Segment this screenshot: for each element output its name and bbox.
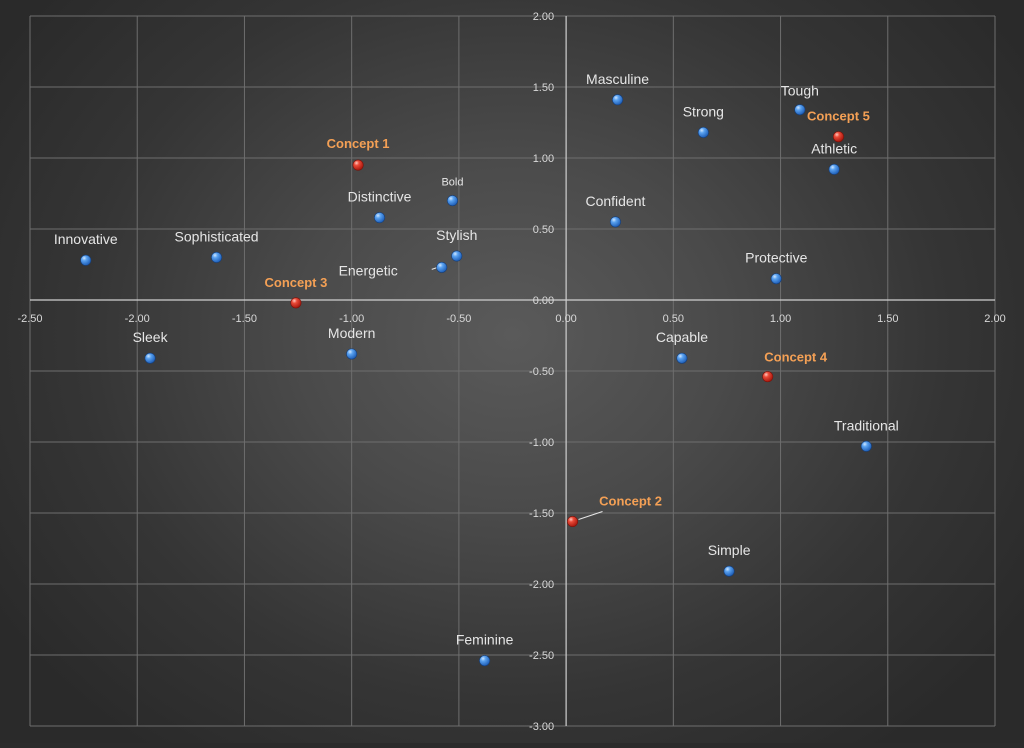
attribute-label-strong: Strong [683,103,724,119]
attribute-label-masculine: Masculine [586,71,649,87]
attribute-point-innovative [80,254,92,266]
concept-label-concept-1: Concept 1 [327,136,390,151]
concept-point-concept-4 [762,371,774,383]
y-tick-label: 2.00 [533,11,554,23]
attribute-point-feminine [479,655,491,667]
concept-point-concept-2 [567,516,579,528]
y-tick-label: -1.00 [529,437,554,449]
attribute-point-masculine [612,94,624,106]
x-tick-label: -1.50 [232,313,257,325]
x-tick-label: -2.50 [17,313,42,325]
x-tick-label: -1.00 [339,313,364,325]
y-tick-label: 1.50 [533,82,554,94]
attribute-label-feminine: Feminine [456,632,514,648]
x-tick-label: 1.50 [877,313,898,325]
attribute-label-distinctive: Distinctive [348,189,412,205]
attribute-label-traditional: Traditional [834,417,899,433]
attribute-point-tough [794,104,806,116]
gridlines [29,15,996,727]
y-tick-label: 0.00 [533,295,554,307]
attribute-label-protective: Protective [745,250,807,266]
tick-labels: -2.50 -2.00 -1.50 -1.00 -0.50 0.00 0.50 1.00 1.5… [17,11,1005,733]
attribute-label-bold: Bold [441,177,463,189]
y-tick-label: -3.00 [529,721,554,733]
attribute-label-sleek: Sleek [133,329,169,345]
attribute-point-energetic [436,261,448,273]
attribute-point-simple [723,565,735,577]
x-tick-label: -2.00 [125,313,150,325]
attribute-label-sophisticated: Sophisticated [175,228,259,244]
attribute-point-traditional [860,440,872,452]
attribute-label-confident: Confident [585,193,645,209]
data-labels: Innovative Sophisticated Sleek Modern Distin… [54,71,899,648]
leader-line [578,511,603,520]
concept-label-concept-4: Concept 4 [764,350,828,365]
attribute-label-innovative: Innovative [54,231,118,247]
y-tick-label: -2.00 [529,579,554,591]
concept-label-concept-3: Concept 3 [264,275,327,290]
attribute-label-stylish: Stylish [436,227,477,243]
concept-label-concept-2: Concept 2 [599,494,662,509]
attribute-point-sleek [144,352,156,364]
x-tick-label: 2.00 [984,313,1005,325]
x-tick-label: 1.00 [770,313,791,325]
leader-lines [431,266,603,520]
attribute-point-modern [346,348,358,360]
attribute-point-bold [446,195,458,207]
y-tick-label: 1.00 [533,153,554,165]
attribute-point-confident [609,216,621,228]
concept-point-concept-1 [352,159,364,171]
concept-label-concept-5: Concept 5 [807,109,870,124]
attribute-point-sophisticated [211,251,223,263]
attribute-label-energetic: Energetic [339,262,398,278]
attribute-point-athletic [828,163,840,175]
y-tick-label: -2.50 [529,650,554,662]
attribute-label-capable: Capable [656,329,708,345]
attribute-point-protective [770,273,782,285]
y-tick-label: 0.50 [533,224,554,236]
attribute-label-simple: Simple [708,542,751,558]
axes [30,16,995,726]
attribute-label-tough: Tough [781,83,819,99]
x-tick-label: -0.50 [446,313,471,325]
attribute-point-strong [697,126,709,138]
x-tick-label: 0.00 [555,313,576,325]
attribute-label-modern: Modern [328,325,375,341]
y-tick-label: -0.50 [529,366,554,378]
attribute-point-stylish [451,250,463,262]
y-tick-label: -1.50 [529,508,554,520]
attribute-point-capable [676,352,688,364]
concept-point-concept-5 [832,131,844,143]
data-points [80,94,872,667]
attribute-label-athletic: Athletic [811,140,857,156]
x-tick-label: 0.50 [663,313,684,325]
concept-point-concept-3 [290,297,302,309]
attribute-point-distinctive [374,212,386,224]
